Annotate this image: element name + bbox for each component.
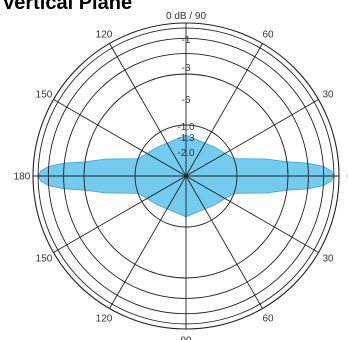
grid-spoke bbox=[53, 99, 319, 253]
angle-label: 60 bbox=[262, 30, 274, 41]
angle-label: 30 bbox=[322, 90, 334, 101]
angle-label: 60 bbox=[262, 314, 274, 325]
radial-db-label: -3 bbox=[182, 63, 191, 74]
radial-db-label: -6 bbox=[182, 95, 191, 106]
radial-db-label: -2.0 bbox=[177, 148, 195, 159]
radial-db-label: -1.0 bbox=[177, 122, 195, 133]
radial-db-label: -1.3 bbox=[177, 133, 195, 144]
chart-title: Vertical Plane bbox=[2, 0, 133, 14]
angle-label: 120 bbox=[96, 30, 113, 41]
angle-label: 150 bbox=[36, 254, 53, 265]
angle-label: 150 bbox=[36, 90, 53, 101]
angle-label: 120 bbox=[96, 314, 113, 325]
radial-db-label: -1 bbox=[182, 35, 191, 46]
top-label: 0 dB / 90 bbox=[166, 11, 206, 22]
angle-label: 90 bbox=[180, 336, 192, 340]
angle-label: 180 bbox=[14, 172, 31, 183]
angle-label: 30 bbox=[322, 254, 334, 265]
